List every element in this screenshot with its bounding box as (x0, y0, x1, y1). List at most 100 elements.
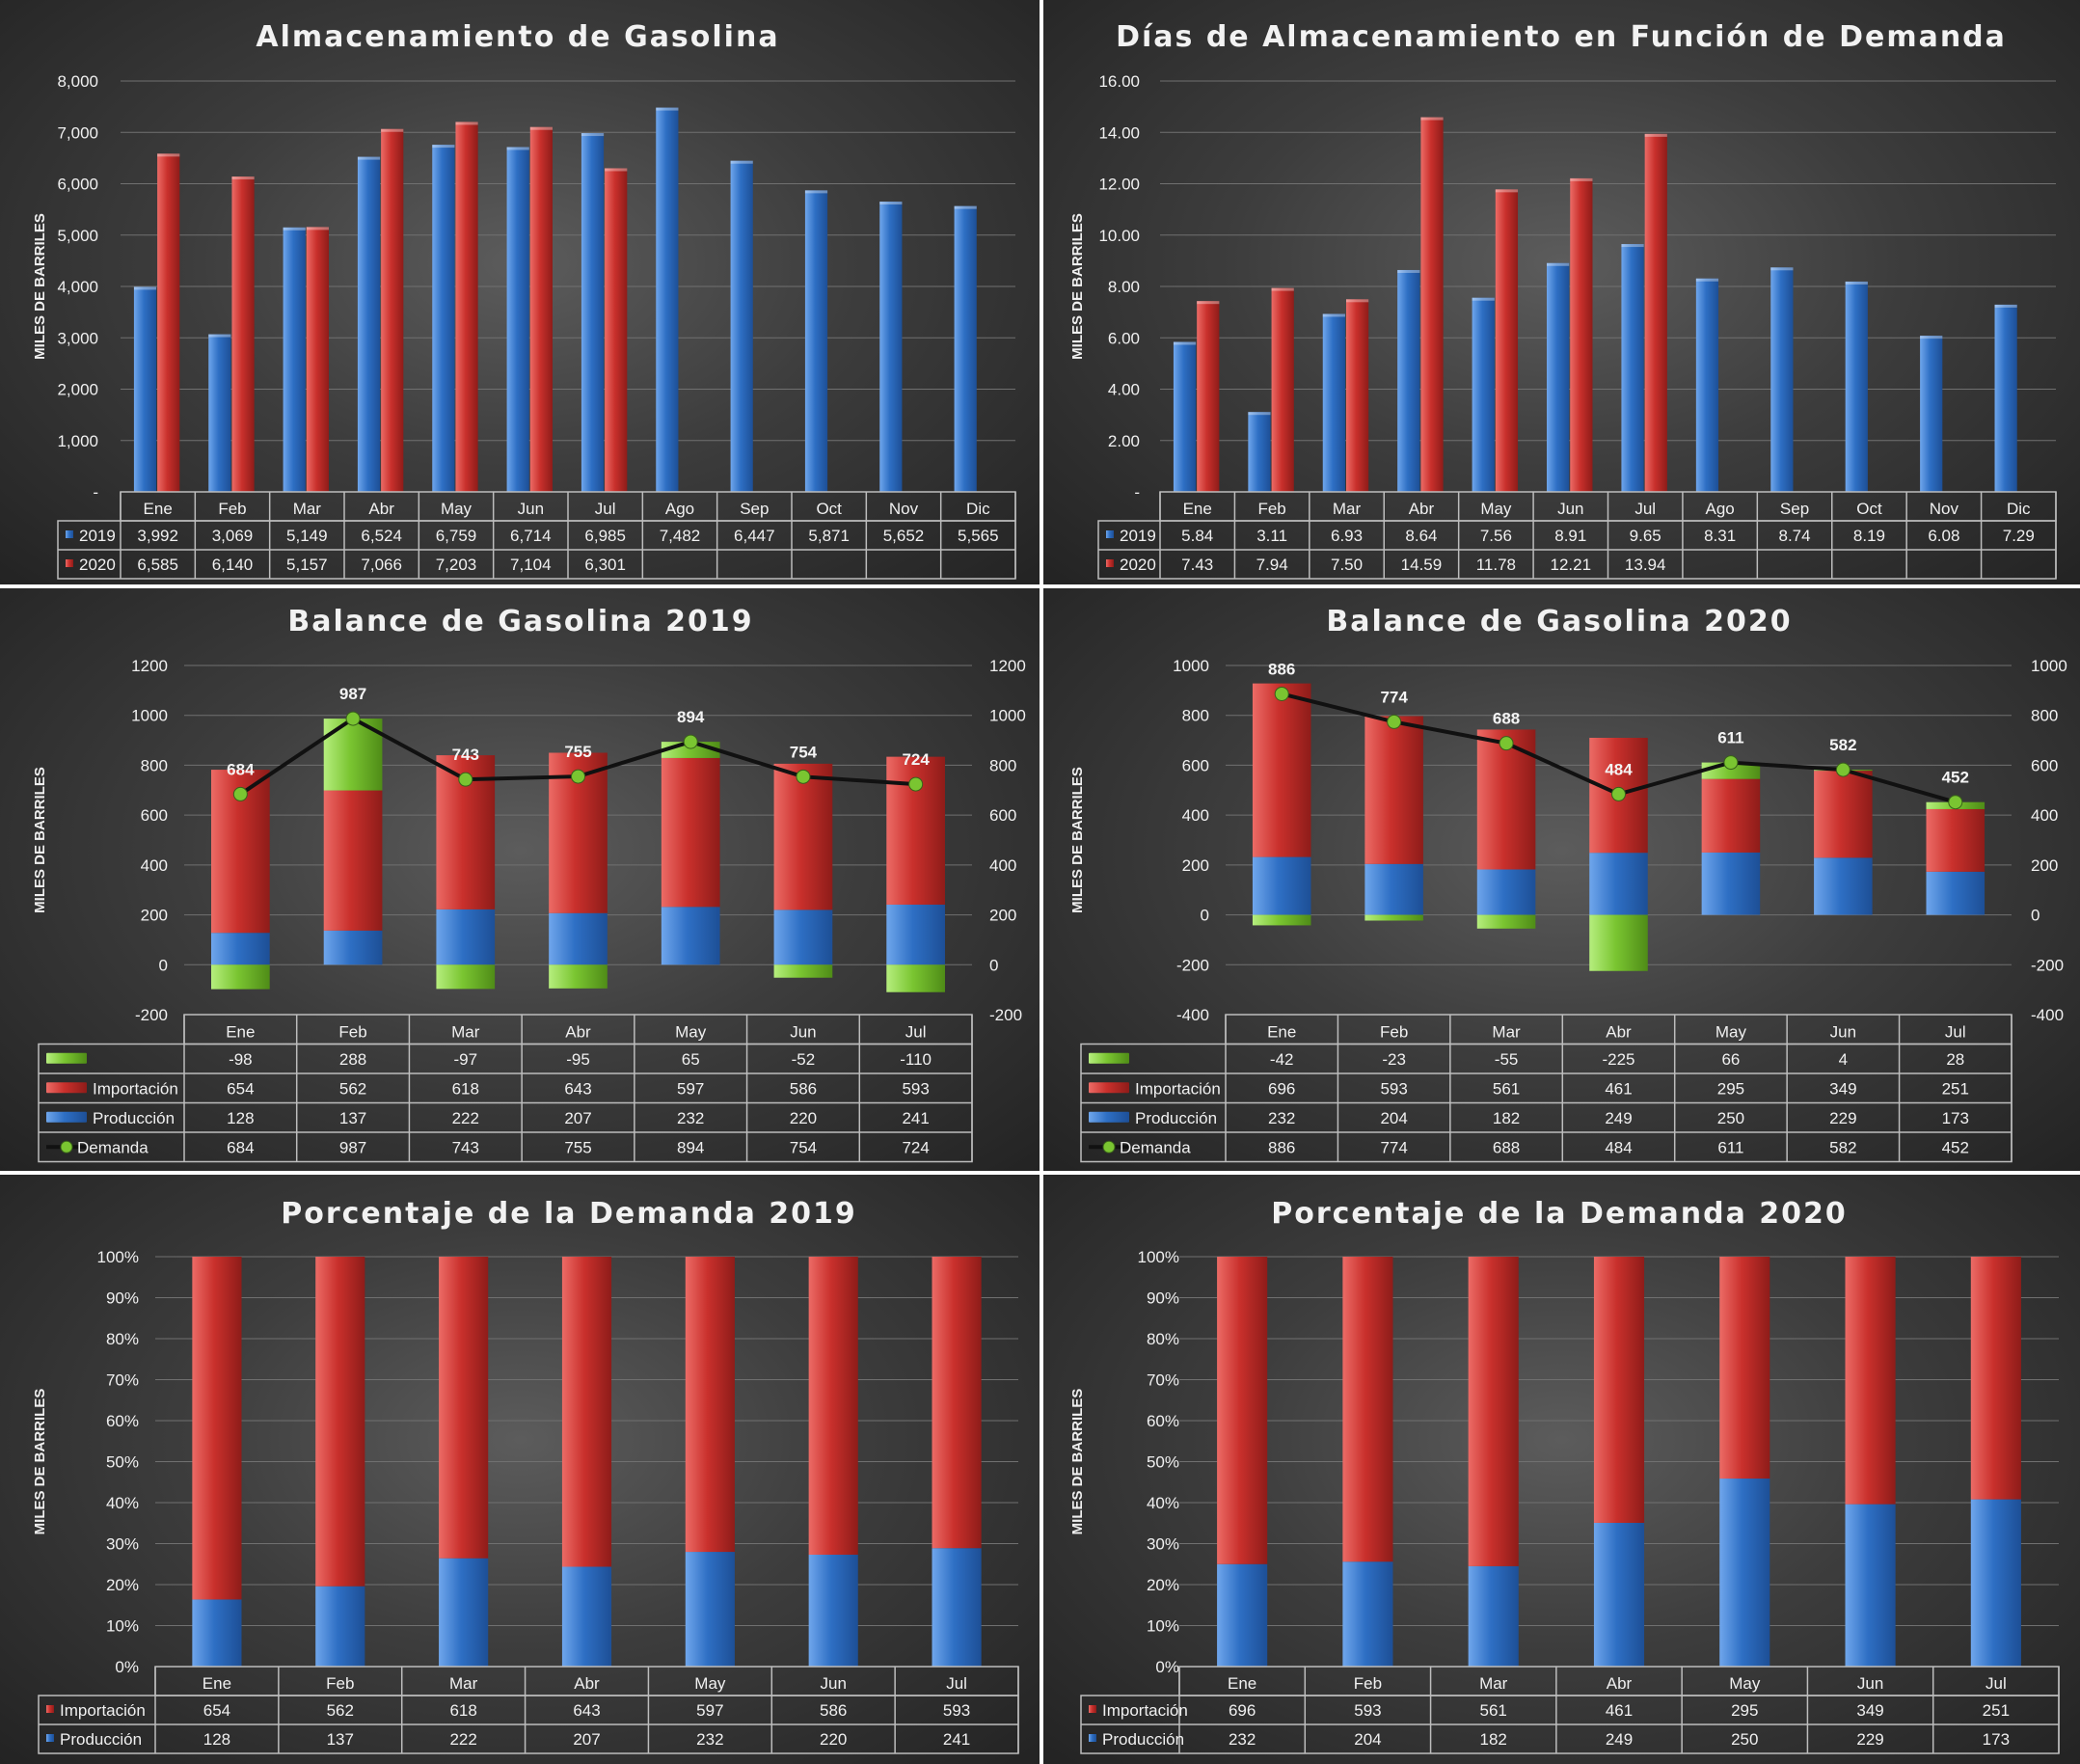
y2-tick-label: -400 (2031, 1006, 2064, 1024)
table-value: 755 (564, 1138, 591, 1156)
table-value: 5,565 (958, 527, 999, 545)
bar-cap (605, 168, 628, 172)
y2-tick-label: 400 (2031, 806, 2058, 825)
table-value: 222 (449, 1730, 476, 1749)
table-value: 6,524 (361, 527, 402, 545)
table-value: 611 (1717, 1138, 1743, 1156)
table-value: 66 (1721, 1050, 1740, 1069)
y-tick-label: 50% (1147, 1453, 1179, 1472)
y-tick-label: 600 (141, 806, 168, 825)
bar-produccion-Ene (211, 933, 270, 965)
y-tick-label: 50% (106, 1453, 139, 1472)
bar-balance-Mar (436, 964, 496, 990)
bar-2019-Mar (1322, 313, 1345, 492)
y-tick-label: 16.00 (1098, 72, 1140, 91)
bar-2020-Ene (1197, 301, 1220, 492)
demanda-point-Feb (1387, 714, 1402, 729)
table-value: 65 (682, 1050, 700, 1069)
table-value: 137 (327, 1730, 354, 1749)
bar-2019-May (1472, 297, 1495, 492)
y-tick-label: 3,000 (57, 329, 98, 347)
y-tick-label: 4.00 (1108, 381, 1140, 399)
bar-cap (432, 145, 455, 149)
y-tick-label: 80% (1147, 1330, 1179, 1348)
y-tick-label: 20% (106, 1576, 139, 1594)
y-tick-label: 10.00 (1098, 227, 1140, 245)
bar-cap (1345, 299, 1369, 303)
legend-label: Importación (60, 1701, 146, 1720)
bar-produccion-Mar (436, 909, 496, 965)
bar-2020-Abr (1420, 117, 1444, 492)
demanda-point-Abr (571, 769, 585, 784)
y-tick-label: 6,000 (57, 176, 98, 194)
legend-key (46, 1734, 54, 1742)
table-value: 3,069 (212, 527, 254, 545)
bar-produccion-Feb (1364, 863, 1423, 915)
y-tick-label: -200 (135, 1006, 168, 1024)
category-label: Mar (449, 1674, 478, 1693)
bar-balance-Abr (549, 964, 608, 989)
bar-produccion-May (1701, 852, 1761, 915)
demanda-point-May (1723, 755, 1739, 771)
demanda-data-label: 886 (1268, 660, 1295, 678)
bar-2019-Ago (1695, 278, 1719, 492)
bar-produccion-Ene (192, 1599, 242, 1667)
table-value: 593 (1380, 1079, 1407, 1098)
legend-label: Importación (1102, 1701, 1188, 1720)
table-value: 8.64 (1405, 527, 1437, 545)
chart-balance-2020: Balance de Gasolina 2020 MILES DE BARRILE… (1069, 605, 2067, 1163)
category-label: Sep (740, 500, 769, 518)
bar-cap (1644, 133, 1667, 137)
category-label: Abr (368, 500, 394, 518)
category-label: Jun (790, 1023, 816, 1042)
table-value: 204 (1354, 1730, 1381, 1749)
category-label: Mar (1479, 1674, 1508, 1693)
bar-produccion-Jun (1845, 1504, 1896, 1667)
y-tick-label: 6.00 (1108, 329, 1140, 347)
bar-2019-Dic (954, 205, 977, 492)
table-value: 643 (564, 1079, 591, 1098)
bar-cap (231, 176, 255, 180)
table-value: 754 (790, 1138, 817, 1156)
bar-cap (133, 286, 157, 290)
category-label: Feb (338, 1023, 366, 1042)
bar-2019-Oct (1845, 281, 1868, 492)
bar-2019-Mar (283, 227, 306, 493)
bar-2019-Nov (879, 202, 903, 492)
y-tick-label: 800 (141, 756, 168, 774)
table-value: 561 (1480, 1701, 1507, 1720)
bar-2019-Jul (581, 133, 605, 492)
y-axis-label: MILES DE BARRILES (32, 213, 48, 360)
category-label: Oct (816, 500, 842, 518)
bar-2019-Ene (133, 286, 157, 492)
bar-importacion-Jul (1970, 1257, 2021, 1500)
bar-produccion-May (1719, 1479, 1770, 1667)
demanda-point-Jul (908, 776, 924, 792)
bar-produccion-Ene (1252, 856, 1311, 915)
table-value: 232 (696, 1730, 723, 1749)
table-value: 6,985 (584, 527, 626, 545)
y2-tick-label: -200 (989, 1006, 1022, 1024)
category-label: Jul (946, 1674, 967, 1693)
table-value: -23 (1382, 1050, 1406, 1069)
category-label: Ene (226, 1023, 255, 1042)
table-value: 6.93 (1331, 527, 1363, 545)
table-value: 173 (1942, 1109, 1969, 1127)
y2-tick-label: 1000 (2031, 657, 2067, 675)
table-value: 7,104 (510, 556, 552, 574)
bar-importacion-Feb (315, 1257, 365, 1587)
y-tick-label: 1000 (1173, 657, 1209, 675)
category-label: Ago (1706, 500, 1735, 518)
table-value: 654 (203, 1701, 230, 1720)
y2-tick-label: 200 (989, 907, 1016, 925)
table-value: 6.08 (1928, 527, 1959, 545)
bar-produccion-May (661, 907, 720, 965)
table-value: 696 (1268, 1079, 1295, 1098)
bar-importacion-Feb (323, 790, 383, 931)
bar-2020-Jul (1644, 133, 1667, 492)
bar-produccion-Abr (561, 1566, 612, 1667)
bar-produccion-Mar (439, 1558, 489, 1667)
bar-cap (1173, 341, 1197, 345)
category-label: Abr (574, 1674, 600, 1693)
legend-key (1089, 1734, 1096, 1742)
